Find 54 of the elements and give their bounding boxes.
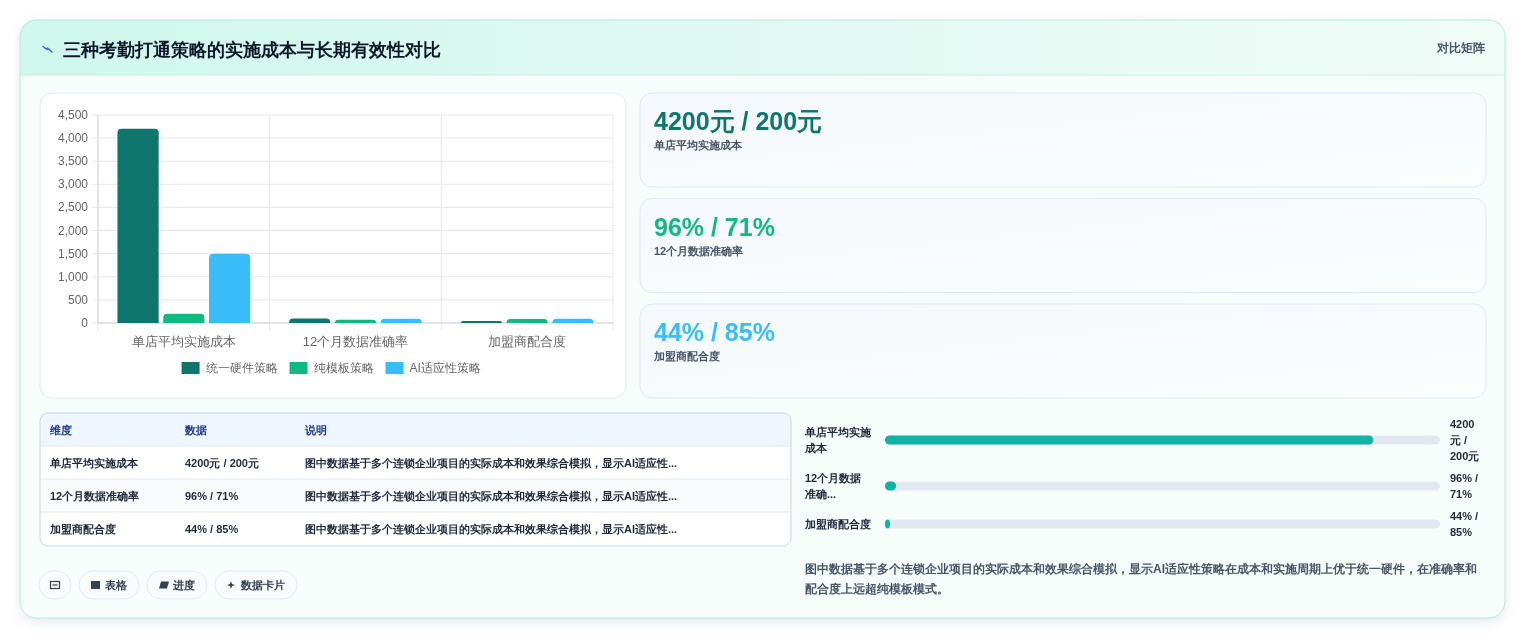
legend-label: 纯模板策略 <box>313 361 374 375</box>
text: 维度 <box>49 424 72 436</box>
text: 数据卡片 <box>240 579 285 591</box>
legend-label: AI适应性策略 <box>409 361 481 375</box>
bar <box>209 253 251 323</box>
y-tick-label: 0 <box>81 316 89 330</box>
text: 44% / 85% <box>654 318 775 346</box>
text: 表格 <box>104 579 128 591</box>
x-tick-label: 单店平均实施成本 <box>131 334 236 349</box>
text: 96% / 71% <box>185 490 239 502</box>
text: 图中数据基于多个连锁企业项目的实际成本和效果综合模拟，显示AI适应性... <box>305 523 678 535</box>
text: 图中数据基于多个连锁企业项目的实际成本和效果综合模拟，显示AI适应性... <box>305 490 678 502</box>
text: 对比矩阵 <box>1436 41 1485 55</box>
x-tick-label: 12个月数据准确率 <box>302 334 409 349</box>
y-tick-label: 3,000 <box>57 177 89 192</box>
x-tick-label: 加盟商配合度 <box>488 334 567 349</box>
text: 96% / 71% <box>654 212 775 241</box>
y-tick-label: 1,500 <box>57 246 89 261</box>
text: 4200元 / 200元 <box>185 457 259 469</box>
bar <box>289 318 331 323</box>
y-tick-label: 4,500 <box>57 108 89 122</box>
text: 单店平均实施成本 <box>653 139 743 151</box>
y-tick-label: 1,000 <box>57 269 89 284</box>
bar <box>334 319 377 323</box>
data-label: 44% / 85% <box>1450 510 1479 538</box>
bar <box>380 318 422 323</box>
bar <box>117 128 159 323</box>
bar <box>163 313 205 323</box>
text: 进度 <box>172 579 195 591</box>
text: 说明 <box>304 424 327 436</box>
bar <box>506 319 548 323</box>
text: 加盟商配合度 <box>653 350 720 362</box>
text: 图中数据基于多个连锁企业项目的实际成本和效果综合模拟，显示AI适应性... <box>305 457 678 469</box>
text: 单店平均实施成本 <box>49 457 139 469</box>
text: 44% / 85% <box>185 523 239 535</box>
y-tick-label: 12个月数据准确... <box>805 472 862 500</box>
text: 12个月数据准确率 <box>654 244 744 257</box>
data-label: 96% / 71% <box>1450 472 1479 500</box>
bar <box>460 320 502 323</box>
chart-title: 三种考勤打通策略的实施成本与长期有效性对比 <box>63 40 441 60</box>
text: 12个月数据准确率 <box>50 490 140 502</box>
bar <box>552 318 594 323</box>
y-tick-label: 2,500 <box>57 200 89 215</box>
text: 图中数据基于多个连锁企业项目的实际成本和效果综合模拟，显示AI适应性策略在成本和实施周期上优于统一硬件，在准确率和配合度上远超纯模板模式。 <box>805 562 1477 596</box>
y-tick-label: 2,000 <box>57 223 89 238</box>
y-tick-label: 3,500 <box>57 154 89 169</box>
y-tick-label: 单店平均实施成本 <box>804 426 872 454</box>
text: 数据 <box>184 424 207 436</box>
y-tick-label: 4,000 <box>57 131 89 146</box>
data-label: 4200元 / 200元 <box>1449 418 1480 462</box>
legend-label: 统一硬件策略 <box>205 361 278 375</box>
text: 4200元 / 200元 <box>654 107 823 135</box>
y-tick-label: 加盟商配合度 <box>804 518 871 530</box>
y-tick-label: 500 <box>67 292 89 307</box>
